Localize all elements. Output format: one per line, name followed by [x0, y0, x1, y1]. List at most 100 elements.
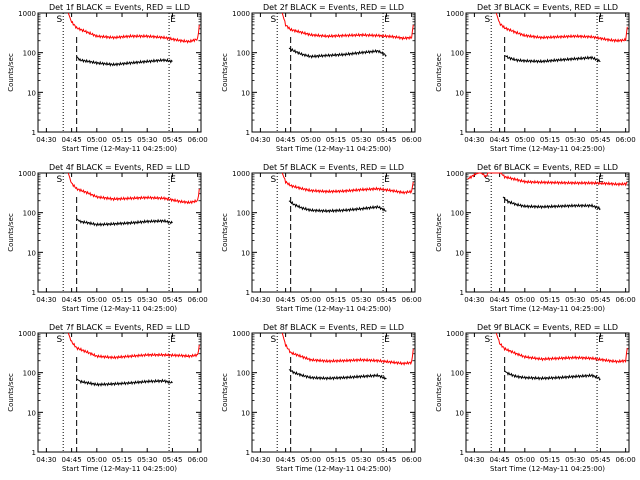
y-tick-label: 1: [32, 289, 36, 297]
y-axis-title: Counts/sec: [221, 213, 229, 252]
x-tick-label: 04:30: [36, 456, 56, 464]
series-lld-line: [281, 332, 414, 366]
x-tick-label: 05:45: [162, 136, 182, 144]
start-marker-label: S: [270, 335, 276, 345]
panel-det-3f: Det 3f BLACK = Events, RED = LLD 1 10 100 10…: [435, 3, 636, 153]
x-tick-label: 05:15: [326, 136, 346, 144]
x-axis-title: Start Time (12-May-11 04:25:00): [490, 305, 605, 313]
x-tick-label: 04:30: [250, 456, 270, 464]
start-marker-label: S: [484, 175, 490, 185]
series-events-line: [76, 218, 173, 227]
x-tick-label: 04:45: [490, 296, 510, 304]
x-tick-label: 04:45: [276, 296, 296, 304]
series-events-line: [288, 47, 387, 59]
y-tick-label: 100: [451, 370, 464, 378]
x-tick-label: 06:00: [402, 136, 422, 144]
y-tick-label: 10: [27, 89, 36, 97]
series-lld-line: [281, 12, 414, 41]
plot-frame: [251, 12, 416, 133]
plot-title: Det 6f BLACK = Events, RED = LLD: [477, 163, 618, 172]
x-tick-label: 04:45: [62, 296, 82, 304]
series-events-line: [288, 369, 387, 381]
x-tick-label: 06:00: [616, 136, 636, 144]
x-tick-label: 05:00: [515, 136, 535, 144]
x-tick-label: 05:45: [590, 456, 610, 464]
panel-det-7f: Det 7f BLACK = Events, RED = LLD 1 10 100 10…: [7, 323, 208, 473]
x-axis-title: Start Time (12-May-11 04:25:00): [276, 145, 391, 153]
x-tick-label: 05:30: [565, 296, 585, 304]
x-tick-label: 04:30: [464, 136, 484, 144]
x-tick-label: 05:45: [590, 136, 610, 144]
plot-title: Det 7f BLACK = Events, RED = LLD: [49, 323, 190, 332]
x-tick-label: 04:30: [36, 296, 56, 304]
y-tick-label: 1000: [446, 170, 464, 178]
x-axis-title: Start Time (12-May-11 04:25:00): [62, 305, 177, 313]
plot-frame: [465, 172, 630, 293]
x-tick-label: 06:00: [188, 456, 208, 464]
x-tick-label: 05:45: [162, 456, 182, 464]
end-marker-label: E: [170, 335, 176, 345]
start-marker-label: S: [56, 335, 62, 345]
end-marker-label: E: [384, 335, 390, 345]
x-tick-label: 05:45: [376, 296, 396, 304]
y-tick-label: 100: [23, 210, 36, 218]
y-tick-label: 10: [27, 249, 36, 257]
y-tick-label: 10: [455, 89, 464, 97]
y-tick-label: 1: [32, 449, 36, 457]
y-axis-title: Counts/sec: [221, 53, 229, 92]
plot-frame: [37, 12, 202, 133]
x-tick-label: 04:30: [464, 456, 484, 464]
x-tick-label: 04:30: [36, 136, 56, 144]
y-tick-label: 10: [241, 249, 250, 257]
y-tick-label: 1: [246, 129, 250, 137]
x-tick-label: 05:00: [515, 296, 535, 304]
x-tick-label: 05:30: [137, 136, 157, 144]
y-tick-label: 1000: [232, 330, 250, 338]
y-tick-label: 1000: [18, 330, 36, 338]
start-marker-label: S: [270, 175, 276, 185]
x-tick-label: 06:00: [402, 296, 422, 304]
x-tick-label: 05:00: [301, 456, 321, 464]
y-tick-label: 1000: [18, 10, 36, 18]
end-marker-label: E: [384, 175, 390, 185]
x-tick-label: 04:30: [250, 136, 270, 144]
y-axis-title: Counts/sec: [7, 53, 15, 92]
end-marker-label: E: [170, 175, 176, 185]
y-tick-label: 10: [27, 409, 36, 417]
y-tick-label: 100: [237, 50, 250, 58]
panel-det-4f: Det 4f BLACK = Events, RED = LLD 1 10 100 10…: [7, 163, 208, 313]
x-tick-label: 05:30: [137, 296, 157, 304]
x-axis-title: Start Time (12-May-11 04:25:00): [490, 465, 605, 473]
end-marker-label: E: [384, 15, 390, 25]
y-tick-label: 10: [241, 89, 250, 97]
y-axis-title: Counts/sec: [435, 53, 443, 92]
series-events-line: [76, 378, 173, 387]
panel-det-1f: Det 1f BLACK = Events, RED = LLD 1 10 100 10…: [7, 3, 208, 153]
plot-title: Det 3f BLACK = Events, RED = LLD: [477, 3, 618, 12]
x-tick-label: 05:30: [565, 136, 585, 144]
x-tick-label: 05:15: [326, 296, 346, 304]
series-events-line: [504, 370, 601, 381]
series-events-line: [76, 56, 173, 67]
series-events-line: [502, 196, 601, 211]
y-tick-label: 100: [237, 370, 250, 378]
plot-frame: [465, 332, 630, 453]
x-tick-label: 05:15: [540, 136, 560, 144]
plot-title: Det 4f BLACK = Events, RED = LLD: [49, 163, 190, 172]
series-lld-line: [467, 172, 628, 187]
x-axis-title: Start Time (12-May-11 04:25:00): [62, 145, 177, 153]
series-lld-line: [67, 172, 200, 205]
y-tick-label: 1: [246, 289, 250, 297]
series-lld-line: [67, 332, 200, 360]
x-tick-label: 05:45: [376, 456, 396, 464]
y-tick-label: 1: [460, 449, 464, 457]
series-lld-line: [495, 12, 628, 44]
x-tick-label: 05:15: [112, 136, 132, 144]
series-lld-line: [495, 332, 628, 365]
x-tick-label: 05:30: [565, 456, 585, 464]
x-tick-label: 05:45: [590, 296, 610, 304]
y-tick-label: 1: [460, 289, 464, 297]
plot-frame: [251, 332, 416, 453]
x-tick-label: 04:45: [62, 136, 82, 144]
x-tick-label: 05:00: [87, 456, 107, 464]
